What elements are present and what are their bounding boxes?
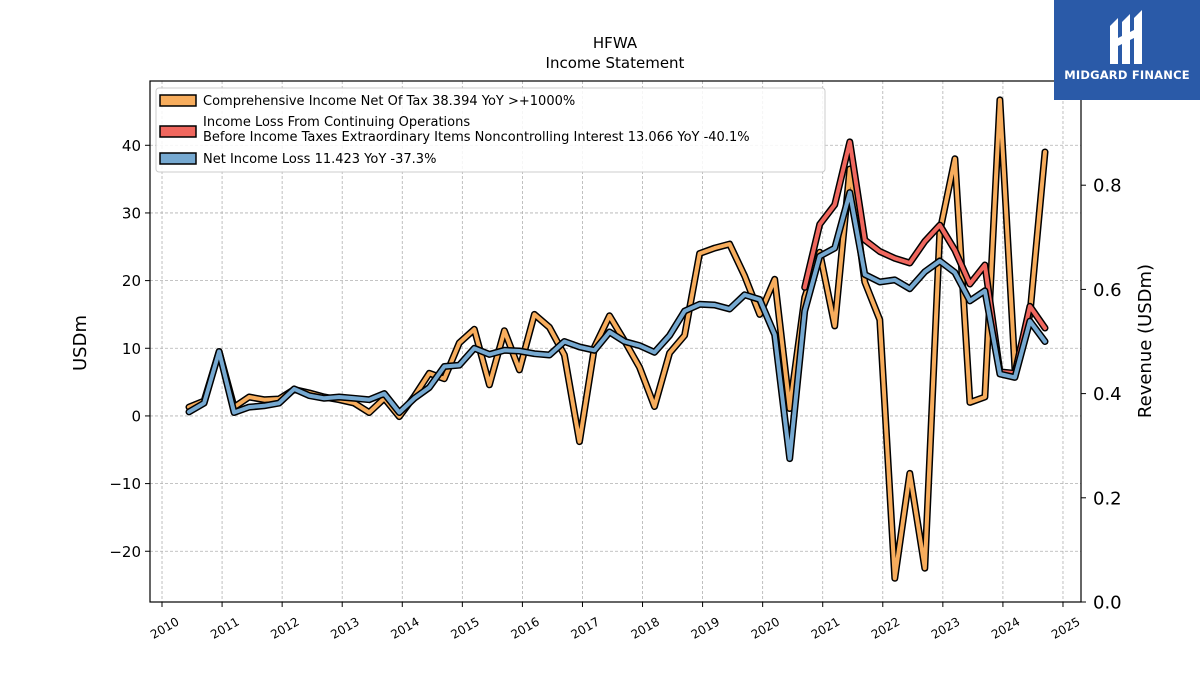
x-tick-label: 2013 — [328, 614, 361, 641]
chart-title: HFWA — [593, 34, 638, 52]
chart-subtitle: Income Statement — [546, 54, 685, 72]
legend-label-line: Before Income Taxes Extraordinary Items … — [203, 130, 750, 145]
x-tick-label: 2024 — [989, 614, 1022, 641]
x-tick-label: 2015 — [448, 614, 481, 641]
y2-tick-label: 0.0 — [1093, 593, 1122, 614]
series-lines — [185, 96, 1049, 582]
x-tick-label: 2018 — [629, 614, 662, 641]
x-tick-label: 2012 — [268, 614, 301, 641]
x-tick-label: 2022 — [869, 614, 902, 641]
legend: Comprehensive Income Net Of Tax 38.394 Y… — [155, 87, 826, 173]
y2-tick-label: 0.2 — [1093, 488, 1122, 509]
y2-tick-label: 0.6 — [1093, 280, 1122, 301]
x-tick-label: 2011 — [208, 614, 241, 641]
y-tick-label: 20 — [122, 272, 141, 290]
y-tick-label: −20 — [109, 543, 141, 561]
legend-frame — [155, 87, 826, 173]
y2-tick-label: 0.8 — [1093, 176, 1122, 197]
x-tick-label: 2023 — [929, 614, 962, 641]
legend-label-comprehensive-income: Comprehensive Income Net Of Tax 38.394 Y… — [203, 94, 575, 109]
legend-label-income-before-taxes: Income Loss From Continuing Operations Be… — [203, 115, 750, 145]
logo-box: MIDGARD FINANCE — [1054, 0, 1200, 100]
x-tick-label: 2010 — [148, 614, 181, 641]
x-tick-label: 2016 — [508, 614, 541, 641]
y-axis-label: USDm — [70, 315, 91, 371]
legend-swatch-net-income — [159, 152, 197, 165]
y-tick-label: 10 — [122, 340, 141, 358]
legend-swatch-comprehensive-income — [159, 94, 197, 107]
legend-swatch-income-before-taxes — [159, 125, 197, 138]
legend-label-net-income: Net Income Loss 11.423 YoY -37.3% — [203, 152, 436, 167]
legend-label-line: Income Loss From Continuing Operations — [203, 115, 470, 130]
x-tick-label: 2020 — [749, 614, 782, 641]
y2-tick-label: 0.4 — [1093, 384, 1122, 405]
series-line-net-income — [187, 190, 1047, 461]
logo-text: MIDGARD FINANCE — [1064, 68, 1190, 82]
x-tick-label: 2014 — [388, 614, 421, 641]
x-tick-label: 2019 — [689, 614, 722, 641]
y-tick-label: −10 — [109, 475, 141, 493]
x-tick-label: 2025 — [1049, 614, 1082, 641]
y2-axis-label: Revenue (USDm) — [1135, 264, 1156, 418]
y-tick-label: 40 — [122, 137, 141, 155]
x-tick-label: 2017 — [569, 614, 602, 641]
y-tick-label: 30 — [122, 204, 141, 222]
plot-frame — [149, 80, 1082, 603]
x-tick-label: 2021 — [809, 614, 842, 641]
y-tick-label: 0 — [131, 407, 141, 425]
midgard-logo-icon — [1110, 10, 1142, 64]
